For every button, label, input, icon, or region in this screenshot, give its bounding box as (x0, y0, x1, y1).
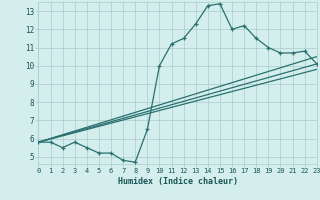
X-axis label: Humidex (Indice chaleur): Humidex (Indice chaleur) (118, 177, 238, 186)
